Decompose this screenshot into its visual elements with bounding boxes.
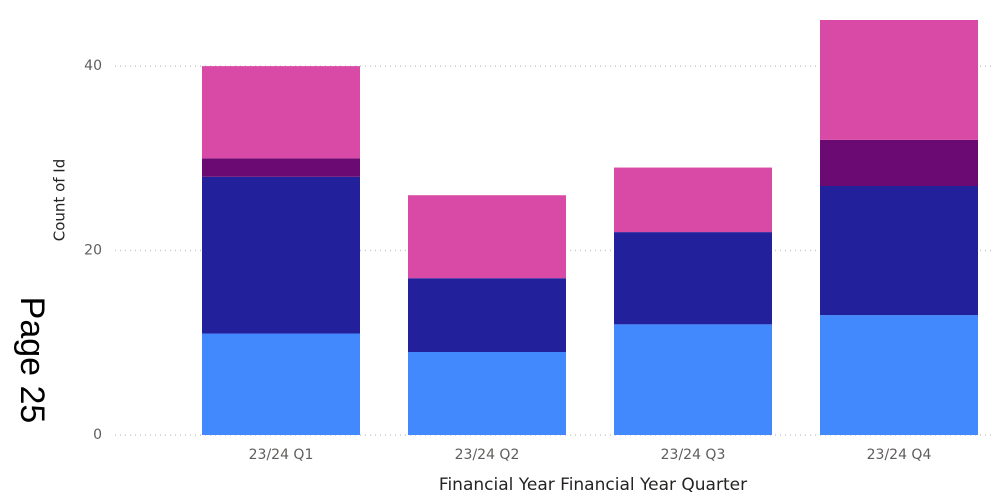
bar-segment [820,315,978,435]
x-tick-label: 23/24 Q1 [249,447,314,463]
bar-segment [408,278,566,352]
bar-segment [820,20,978,140]
bar-segment [202,333,360,435]
bar-segment [820,139,978,186]
bar-segment [202,176,360,334]
bar-segment [820,186,978,316]
x-axis-title: Financial Year Financial Year Quarter [439,475,747,495]
x-tick-label: 23/24 Q4 [867,447,932,463]
bar-segment [202,66,360,159]
y-tick-label: 40 [84,58,102,74]
x-tick-label: 23/24 Q3 [661,447,726,463]
page-label: Page 25 [13,297,51,424]
bar-segment [614,167,772,233]
y-tick-label: 0 [93,427,102,443]
bar-segment [614,324,772,435]
bar-segment [202,158,360,177]
y-tick-label: 20 [84,243,102,259]
y-axis-title: Count of Id [51,159,69,242]
bar-segment [408,352,566,435]
bar-segment [408,195,566,279]
bar-segment [614,232,772,325]
x-tick-label: 23/24 Q2 [455,447,520,463]
